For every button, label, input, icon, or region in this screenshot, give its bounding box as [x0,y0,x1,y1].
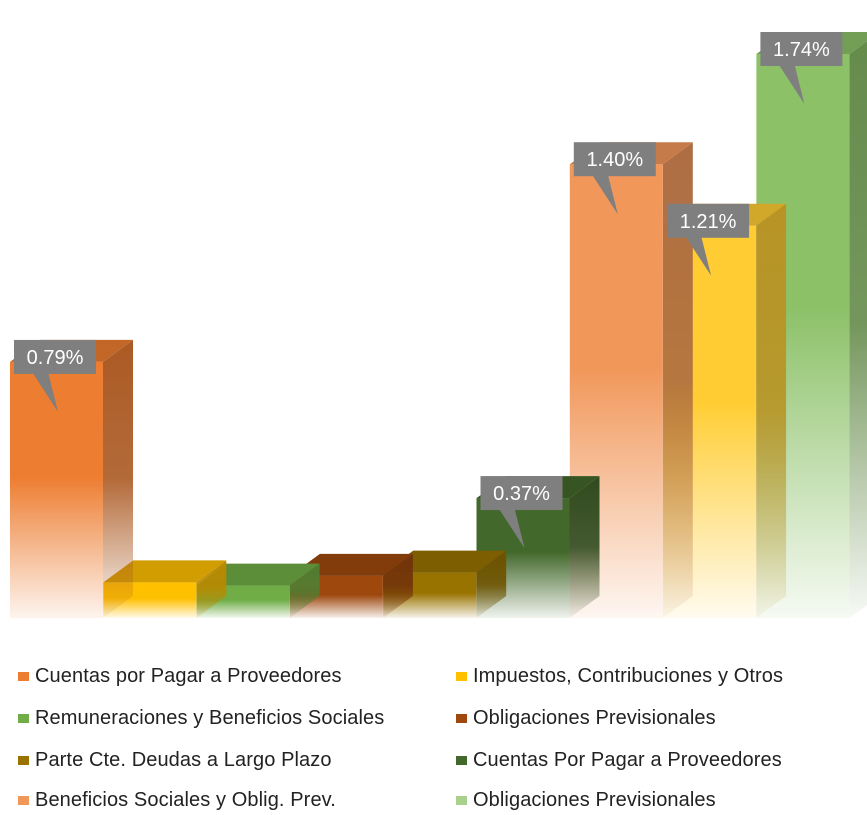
bar-chart: 0.79% 0.37% 1.40% 1.21% 1.74% [10,32,867,619]
legend-swatch-icon [18,755,29,765]
data-label: 1.21% [667,203,750,276]
legend-item: Obligaciones Previsionales [456,704,716,732]
data-label: 1.74% [760,32,843,104]
bar-side-face [196,560,227,618]
bar-side-face [662,142,693,618]
legend-swatch-icon [18,671,29,681]
legend-label: Parte Cte. Deudas a Largo Plazo [35,748,332,771]
legend-label: Cuentas Por Pagar a Proveedores [473,748,782,771]
callout-pointer [32,371,58,412]
legend-swatch-icon [456,795,467,805]
legend-item: Cuentas Por Pagar a Proveedores [456,746,782,774]
callout-box [14,339,96,374]
callout-pointer [778,64,805,104]
legend-item: Remuneraciones y Beneficios Sociales [18,704,384,732]
bar-side-face [103,339,133,618]
legend-label: Obligaciones Previsionales [473,706,716,729]
legend-item: Parte Cte. Deudas a Largo Plazo [18,746,332,774]
legend-item: Obligaciones Previsionales [456,786,716,814]
legend-label: Remuneraciones y Beneficios Sociales [35,706,385,729]
bar-side-face [382,553,413,618]
legend-item: Impuestos, Contribuciones y Otros [456,662,783,690]
bar-side-face [289,563,320,618]
bars-layer [10,32,867,619]
data-label: 1.40% [573,142,656,215]
callout-box [573,142,656,177]
bar-top-face [289,553,413,576]
bar-side-face [756,203,787,619]
legend-label: Cuentas por Pagar a Proveedores [35,664,342,687]
data-label-text: 0.79% [27,347,84,369]
legend-swatch-icon [18,795,29,805]
callout-box [760,32,843,66]
callout-pointer [685,235,712,276]
data-label-text: 1.21% [680,211,737,233]
legend-label: Obligaciones Previsionales [473,788,716,811]
data-label-text: 1.40% [586,149,643,171]
data-label-text: 0.37% [493,483,550,505]
bar-side-face [849,41,867,618]
data-label-text: 1.74% [773,39,830,61]
data-label: 0.37% [480,476,563,549]
bar-top-face [103,560,227,583]
bar-1 [10,339,133,618]
callout-box [667,203,750,238]
legend-label: Impuestos, Contribuciones y Otros [473,664,784,687]
bar-top-face [196,563,320,586]
legend-item: Cuentas por Pagar a Proveedores [18,662,342,690]
legend-swatch-icon [456,713,467,723]
legend-swatch-icon [18,713,29,723]
legend-swatch-icon [456,755,467,765]
bar-front-face [10,361,103,618]
legend-item: Beneficios Sociales y Oblig. Prev. [18,786,336,814]
legend-swatch-icon [456,671,467,681]
callout-pointer [498,508,525,549]
data-labels-layer: 0.79% 0.37% 1.40% 1.21% 1.74% [14,32,843,549]
bar-side-face [569,476,600,618]
callout-pointer [591,174,618,215]
bar-top-face [383,550,507,573]
callout-box [480,476,563,511]
bar-side-face [476,550,507,618]
data-label: 0.79% [14,339,96,412]
legend-label: Beneficios Sociales y Oblig. Prev. [35,788,336,811]
